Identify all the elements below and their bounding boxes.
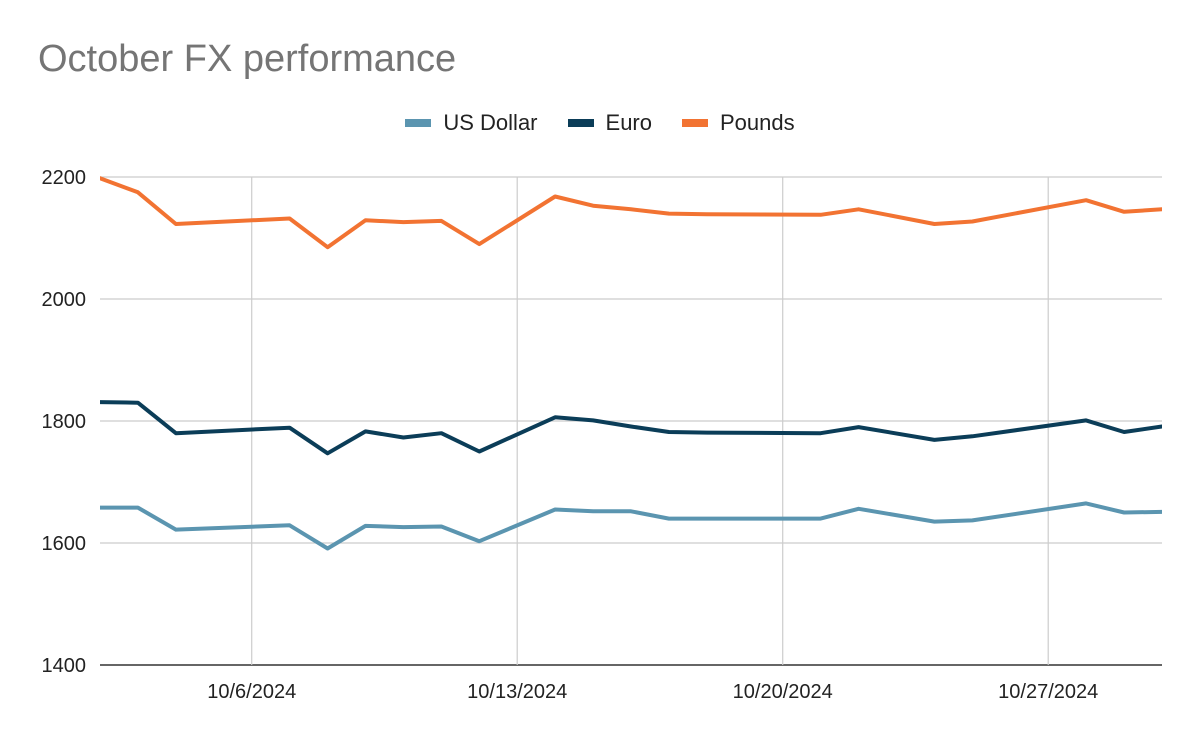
x-tick-label-3: 10/27/2024 bbox=[998, 681, 1098, 703]
series-line-euro bbox=[100, 400, 1162, 456]
y-tick-label-2200: 2200 bbox=[42, 167, 87, 189]
x-tick-label-2: 10/20/2024 bbox=[733, 681, 833, 703]
legend-label-euro: Euro bbox=[605, 110, 652, 135]
chart-title: October FX performance bbox=[38, 38, 457, 80]
x-tick-label-1: 10/13/2024 bbox=[467, 681, 567, 703]
legend-swatch-pounds bbox=[682, 119, 708, 127]
legend-item-us-dollar: US Dollar bbox=[405, 110, 538, 136]
legend-swatch-euro bbox=[567, 119, 594, 127]
y-tick-label-1800: 1800 bbox=[42, 411, 87, 433]
x-tick-label-0: 10/6/2024 bbox=[207, 681, 296, 703]
y-tick-label-1400: 1400 bbox=[42, 655, 87, 677]
y-tick-label-1600: 1600 bbox=[42, 533, 87, 555]
legend-label-pounds: Pounds bbox=[720, 110, 795, 135]
legend-item-euro: Euro bbox=[567, 110, 652, 136]
legend-label-us-dollar: US Dollar bbox=[443, 110, 538, 135]
series-line-pounds bbox=[100, 176, 1162, 250]
y-tick-label-2000: 2000 bbox=[42, 289, 87, 311]
chart-legend: US Dollar Euro Pounds bbox=[0, 110, 1200, 136]
legend-item-pounds: Pounds bbox=[682, 110, 795, 136]
legend-swatch-us-dollar bbox=[405, 119, 432, 127]
series-line-us-dollar bbox=[100, 501, 1162, 551]
